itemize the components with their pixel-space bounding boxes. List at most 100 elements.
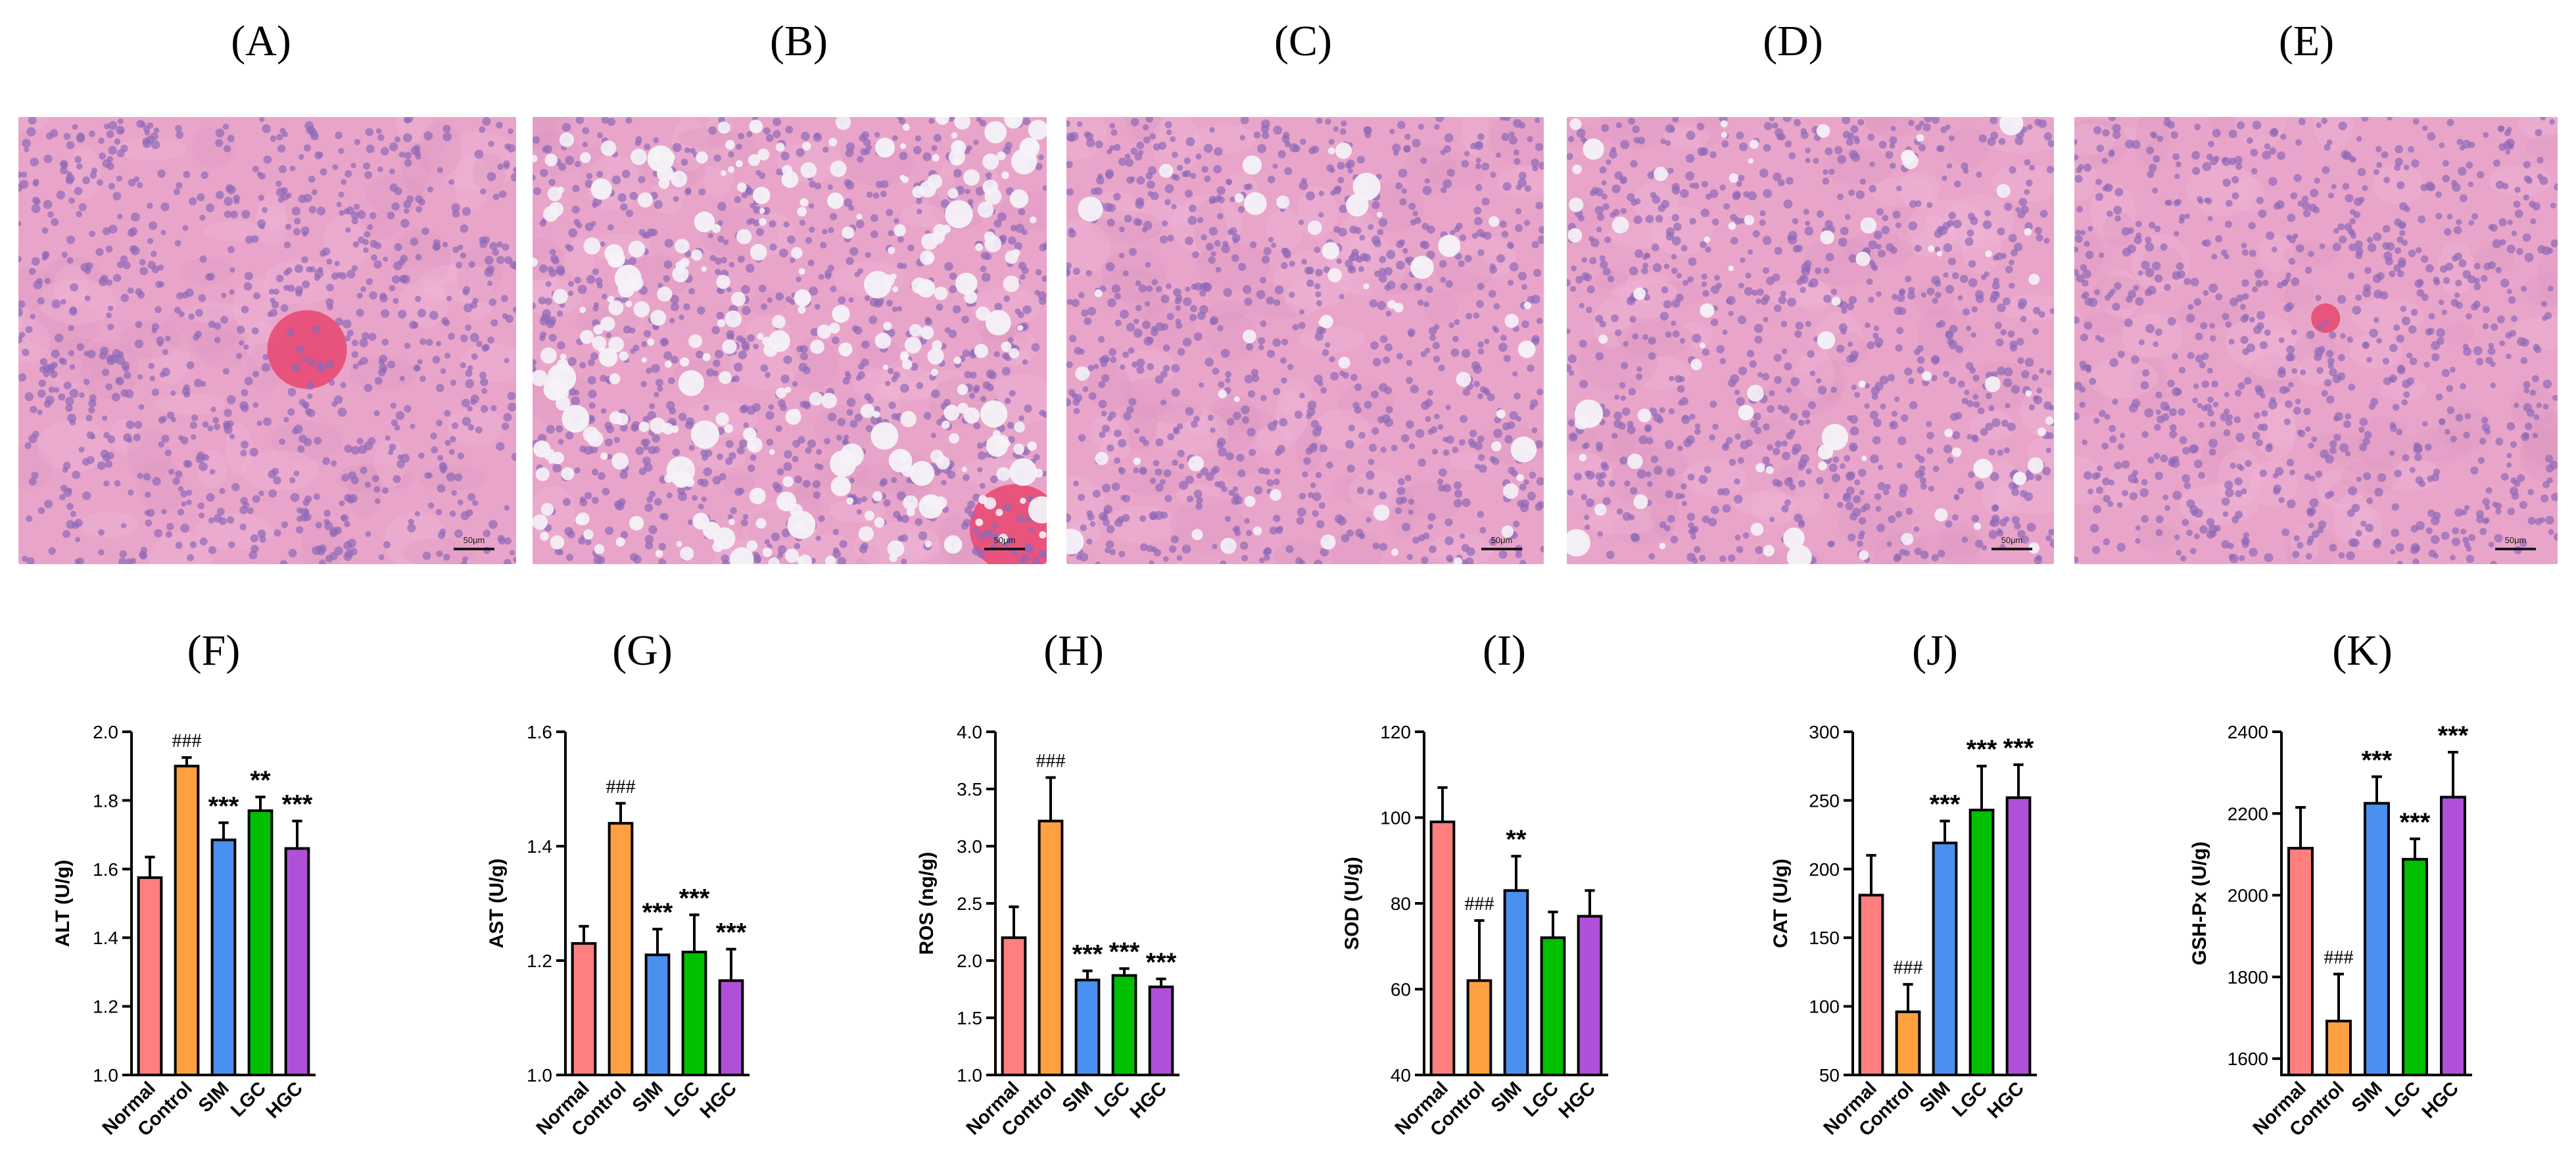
bar-control <box>174 765 200 1076</box>
y-tick-label: 1.6 <box>527 722 552 742</box>
y-tick-label: 1.0 <box>93 1065 118 1086</box>
bar-sim <box>1932 842 1958 1077</box>
bar-sim <box>210 838 237 1077</box>
nuclei <box>18 117 516 564</box>
category-label: LGC <box>2381 1078 2425 1121</box>
bar-sim <box>644 953 671 1077</box>
y-axis-label: GSH-Px (U/g) <box>2189 842 2210 965</box>
bar-normal <box>1001 936 1027 1076</box>
category-label: SIM <box>1059 1078 1097 1116</box>
scale-bar: 50μm <box>1992 535 2032 550</box>
bar-normal <box>2287 847 2314 1077</box>
micrograph-d: 50μm <box>1567 117 2054 564</box>
scale-bar-label: 50μm <box>2505 535 2527 545</box>
scale-bar: 50μm <box>984 535 1025 550</box>
category-label: HGC <box>262 1078 307 1122</box>
y-tick-label: 2.5 <box>957 894 982 914</box>
panel-label-d: (D) <box>1763 17 1823 65</box>
y-tick-label: 1.4 <box>527 836 552 857</box>
significance-annotation: *** <box>208 792 239 821</box>
bar-control <box>608 822 634 1076</box>
bar-lgc <box>1111 974 1137 1076</box>
significance-annotation: *** <box>1072 940 1103 969</box>
chart-label-i: (I) <box>1483 627 1526 675</box>
bar-hgc <box>284 847 310 1076</box>
y-tick-label: 3.5 <box>957 779 982 799</box>
y-tick-label: 120 <box>1380 722 1411 742</box>
y-tick-label: 100 <box>1809 997 1840 1017</box>
bar-control <box>1466 979 1492 1076</box>
hash-annotation: ### <box>172 730 202 752</box>
y-tick-label: 2400 <box>2228 722 2268 742</box>
micrograph-b: 50μm <box>533 117 1047 564</box>
bar-control <box>1895 1010 1921 1077</box>
significance-annotation: *** <box>2362 746 2393 775</box>
y-tick-label: 2200 <box>2228 803 2268 824</box>
category-label: HGC <box>1126 1078 1171 1122</box>
hash-annotation: ### <box>2324 947 2354 968</box>
y-tick-label: 2.0 <box>93 722 118 742</box>
panel-label-c: (C) <box>1274 17 1332 65</box>
category-label: LGC <box>1519 1078 1563 1121</box>
significance-annotation: *** <box>679 884 710 913</box>
y-tick-label: 1.8 <box>93 790 118 811</box>
bar-lgc <box>1968 809 1995 1076</box>
bar-hgc <box>2005 796 2032 1076</box>
y-tick-label: 1.4 <box>93 928 118 948</box>
hash-annotation: ### <box>1894 957 1923 978</box>
y-axis-label: AST (U/g) <box>486 859 508 949</box>
category-label: HGC <box>696 1078 741 1122</box>
category-label: SIM <box>629 1078 667 1116</box>
y-tick-label: 150 <box>1809 928 1840 948</box>
y-tick-label: 1800 <box>2228 967 2268 988</box>
y-tick-label: 1.6 <box>93 859 118 880</box>
bar-sim <box>2364 801 2390 1076</box>
y-tick-label: 40 <box>1391 1065 1411 1086</box>
hash-annotation: ### <box>1036 750 1066 772</box>
significance-annotation: *** <box>2400 808 2431 837</box>
significance-annotation: *** <box>1967 735 1997 764</box>
y-tick-label: 4.0 <box>957 722 982 742</box>
lipid-vacuoles <box>1567 117 2054 564</box>
scale-bar-label: 50μm <box>464 535 485 545</box>
panel-label-e: (E) <box>2278 17 2335 65</box>
chart-label-k: (K) <box>2332 627 2393 675</box>
category-label: SIM <box>195 1078 233 1116</box>
chart-label-g: (G) <box>612 627 673 675</box>
vessel <box>267 310 347 389</box>
y-axis-label: ROS (ng/g) <box>916 852 938 955</box>
scale-bar: 50μm <box>2495 535 2536 550</box>
significance-annotation: *** <box>2438 721 2469 750</box>
scale-bar: 50μm <box>1481 535 1522 550</box>
significance-annotation: ** <box>1506 825 1527 854</box>
significance-annotation: ** <box>250 766 271 795</box>
y-tick-label: 1.0 <box>957 1065 982 1086</box>
y-tick-label: 1.5 <box>957 1008 982 1028</box>
bar-hgc <box>1577 915 1603 1076</box>
lipid-vacuoles <box>1066 142 1537 564</box>
y-tick-label: 80 <box>1391 894 1411 914</box>
nuclei <box>1567 117 2054 564</box>
bar-control <box>1038 819 1064 1076</box>
y-tick-label: 2000 <box>2228 886 2268 906</box>
lipid-vacuoles <box>533 117 1047 564</box>
micrograph-a: 50μm <box>18 117 516 564</box>
y-tick-label: 3.0 <box>957 836 982 857</box>
significance-annotation: *** <box>1930 790 1961 819</box>
nuclei <box>1066 117 1544 564</box>
y-axis-label: CAT (U/g) <box>1770 859 1792 948</box>
y-tick-label: 60 <box>1391 980 1411 1000</box>
micrograph-e: 50μm <box>2074 117 2558 564</box>
category-label: SIM <box>1916 1078 1955 1116</box>
panel-label-a: (A) <box>231 17 291 65</box>
bar-normal <box>137 876 163 1076</box>
bar-control <box>2326 1019 2352 1077</box>
bar-hgc <box>718 979 744 1076</box>
significance-annotation: *** <box>282 790 313 819</box>
hash-annotation: ### <box>606 776 636 798</box>
significance-annotation: *** <box>2003 734 2034 763</box>
bar-hgc <box>2440 796 2466 1077</box>
